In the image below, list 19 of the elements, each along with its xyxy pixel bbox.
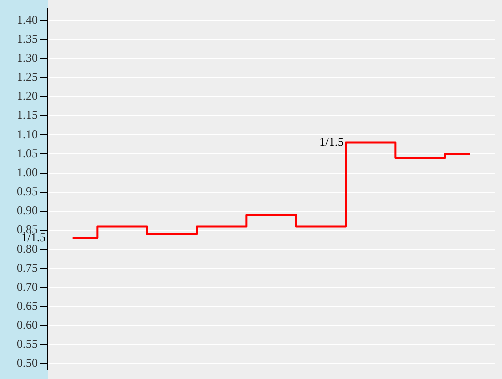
y-tick-label: 0.95 (17, 184, 38, 199)
y-tick-label: 0.60 (17, 318, 38, 332)
y-tick-label: 0.50 (17, 356, 38, 370)
y-tick-label: 1.15 (17, 108, 38, 122)
y-tick-label: 0.70 (17, 280, 38, 294)
y-tick-label: 0.80 (17, 242, 38, 256)
y-tick-label: 0.75 (17, 260, 38, 275)
y-tick-label: 0.90 (17, 204, 38, 218)
annotation: 1/1.5 (320, 134, 344, 149)
y-tick-label: 1.35 (17, 32, 38, 46)
y-tick-label: 1.00 (17, 165, 38, 180)
y-tick-label: 1.30 (17, 50, 38, 65)
y-tick-label: 1.25 (17, 70, 38, 84)
y-tick-label: 1.20 (17, 89, 38, 104)
y-tick-label: 0.55 (17, 337, 38, 352)
y-tick-label: 1.40 (17, 12, 38, 27)
y-tick-label: 1.05 (17, 146, 38, 160)
y-tick-label: 1.10 (17, 127, 38, 142)
y-tick-label: 0.65 (17, 298, 38, 313)
